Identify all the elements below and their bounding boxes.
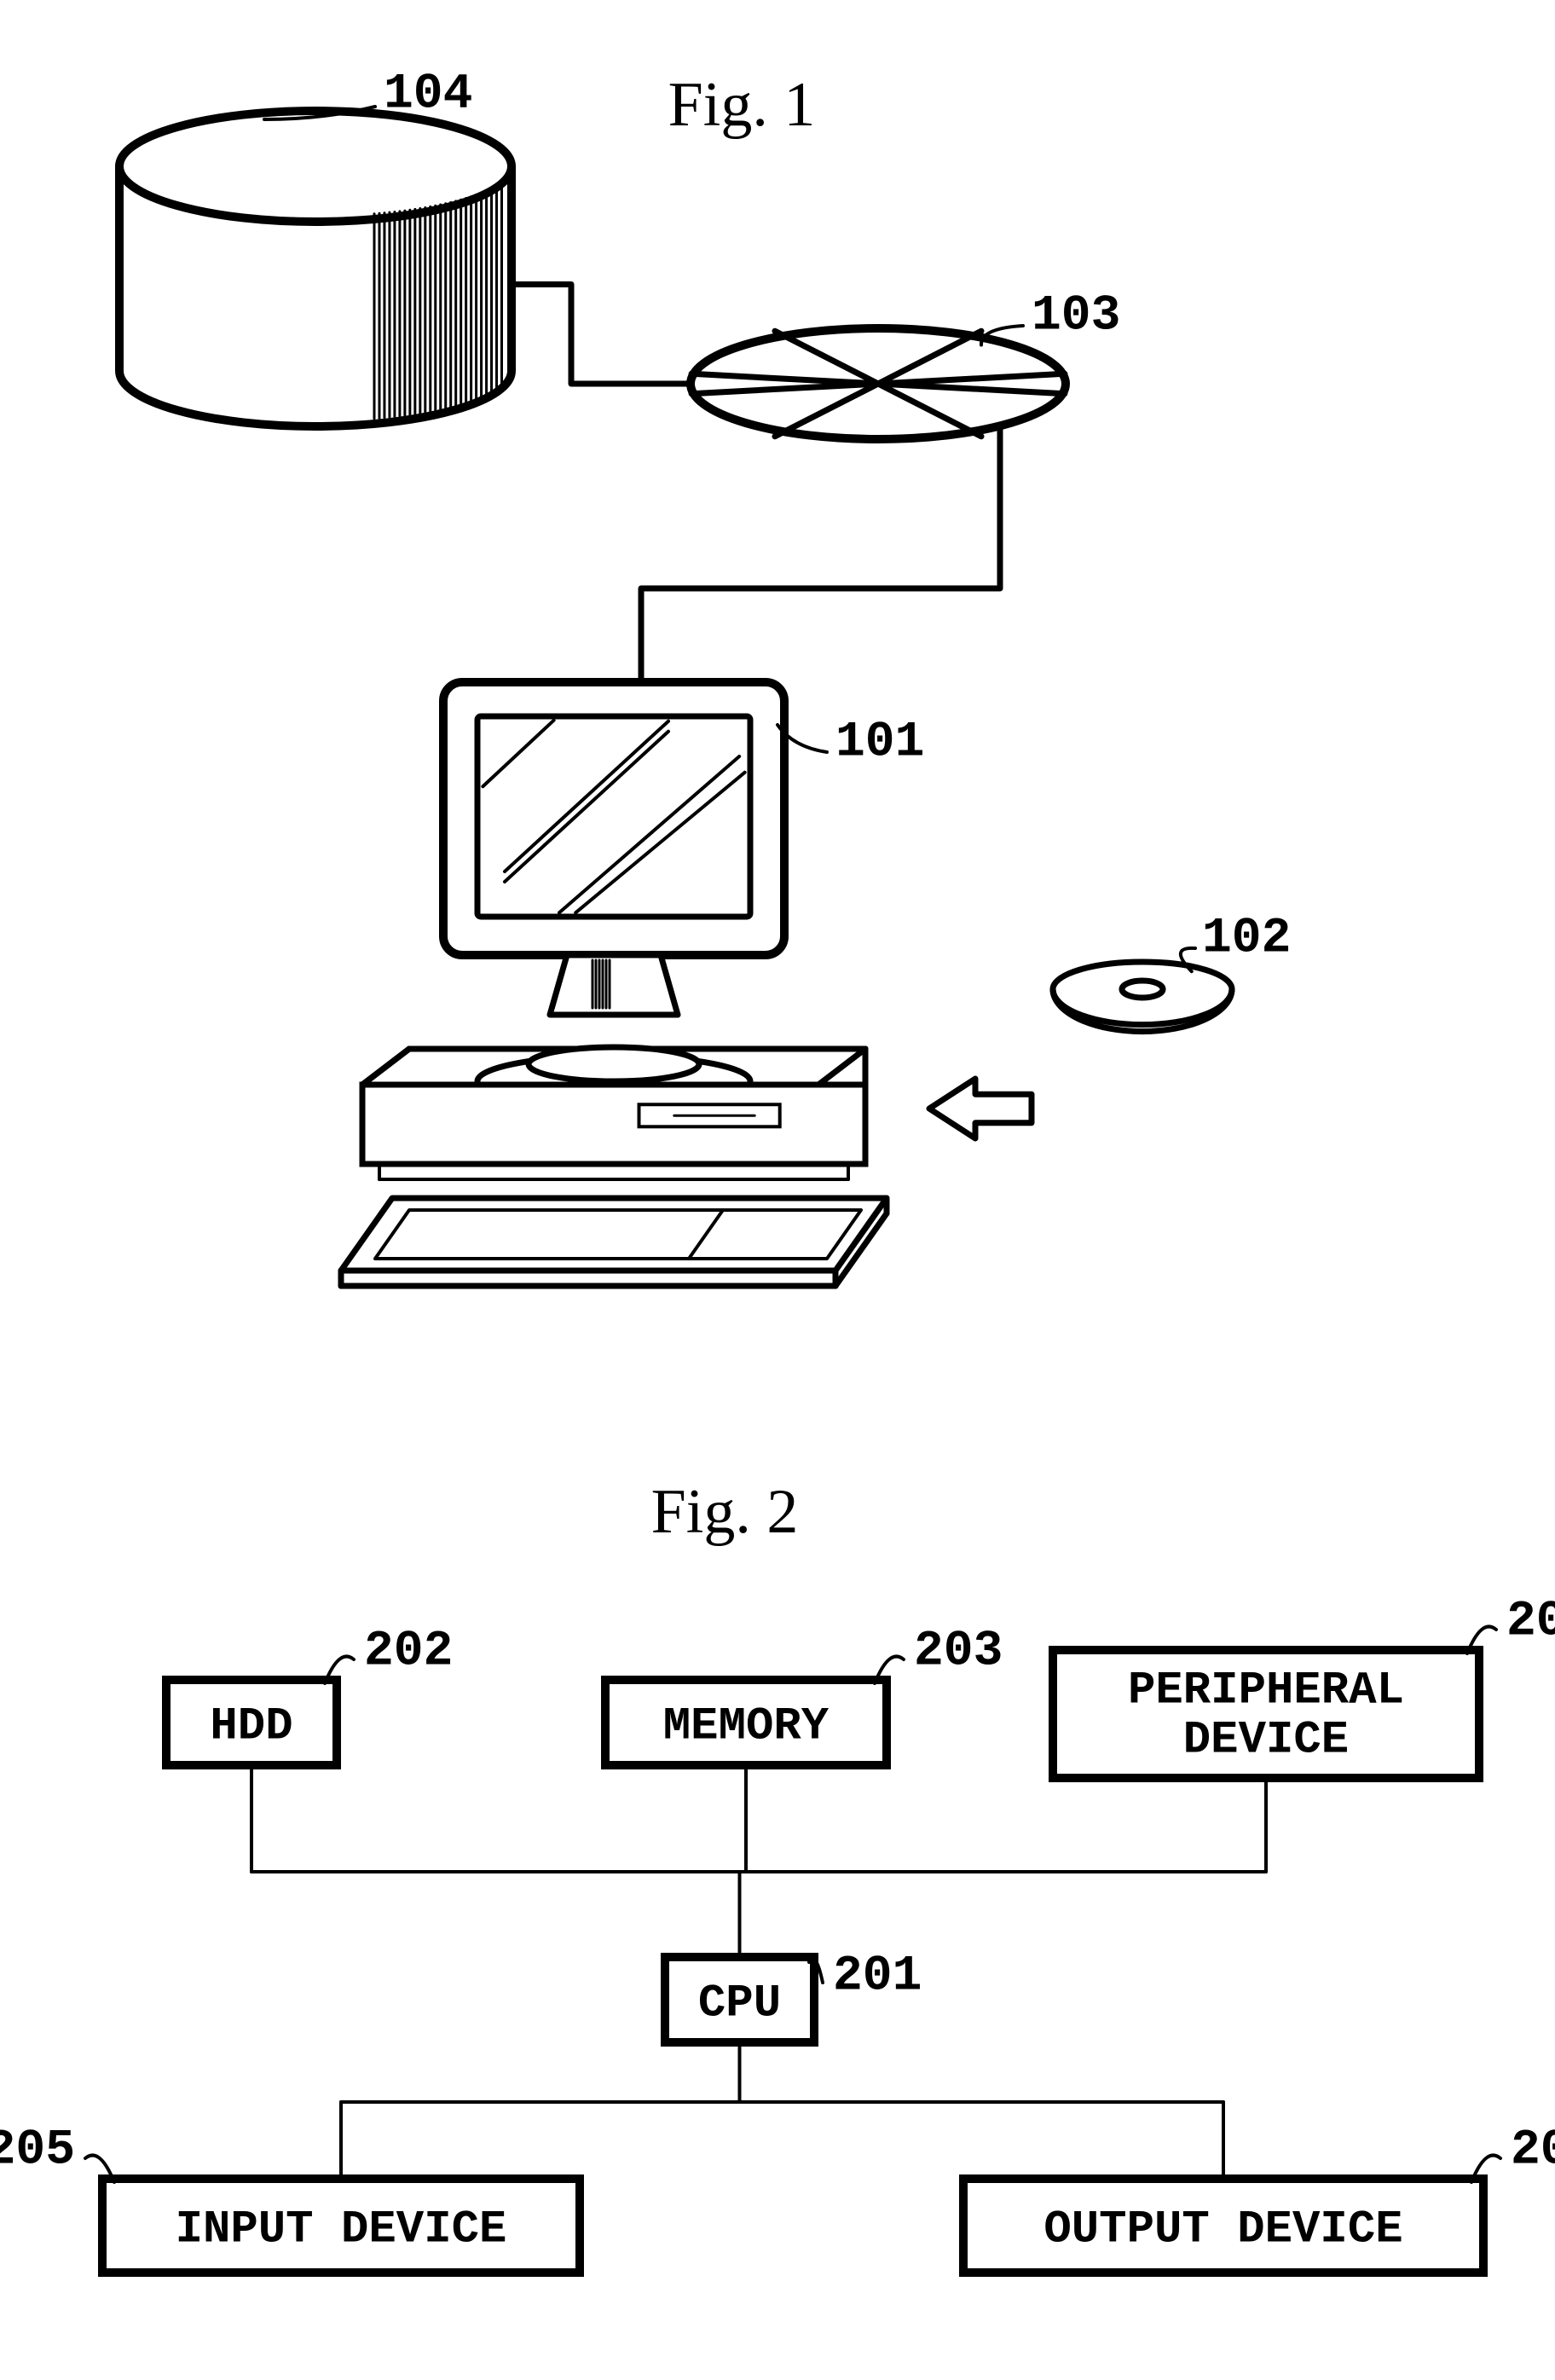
block-memory: MEMORY 203	[605, 1624, 1003, 1765]
label-101: 101	[835, 715, 924, 770]
figure-1: Fig. 1 104 103 101 102	[119, 67, 1291, 1286]
label-204: 204	[1506, 1594, 1555, 1649]
label-206: 206	[1511, 2122, 1555, 2178]
label-202: 202	[364, 1624, 453, 1679]
block-cpu-label: CPU	[698, 1978, 781, 2030]
block-output-label: OUTPUT DEVICE	[1043, 2203, 1402, 2255]
block-input-label: INPUT DEVICE	[176, 2203, 507, 2255]
label-203: 203	[914, 1624, 1003, 1679]
block-hdd: HDD 202	[166, 1624, 453, 1765]
block-periph: PERIPHERALDEVICE 204	[1053, 1594, 1555, 1778]
svg-text:PERIPHERAL: PERIPHERAL	[1128, 1665, 1404, 1717]
label-205: 205	[0, 2122, 75, 2178]
database-cylinder	[119, 111, 512, 426]
insert-arrow	[929, 1079, 1032, 1138]
block-cpu: CPU 201	[665, 1949, 922, 2042]
label-103: 103	[1032, 288, 1120, 344]
computer	[341, 682, 887, 1286]
block-input: INPUT DEVICE 205	[0, 2122, 580, 2273]
label-201: 201	[833, 1949, 922, 2004]
label-102: 102	[1202, 911, 1291, 966]
block-memory-label: MEMORY	[663, 1700, 830, 1752]
block-hdd-label: HDD	[210, 1700, 292, 1752]
block-output: OUTPUT DEVICE 206	[963, 2122, 1555, 2273]
fig2-title: Fig. 2	[651, 1477, 799, 1547]
label-104: 104	[384, 67, 472, 122]
svg-text:DEVICE: DEVICE	[1183, 1714, 1349, 1766]
router-symbol	[691, 328, 1066, 439]
figure-2: Fig. 2 HDD 202 MEMORY 203 PERIPHERALDEVICE 204…	[0, 1477, 1555, 2273]
optical-disc	[1053, 962, 1232, 1032]
fig1-title: Fig. 1	[668, 70, 816, 140]
